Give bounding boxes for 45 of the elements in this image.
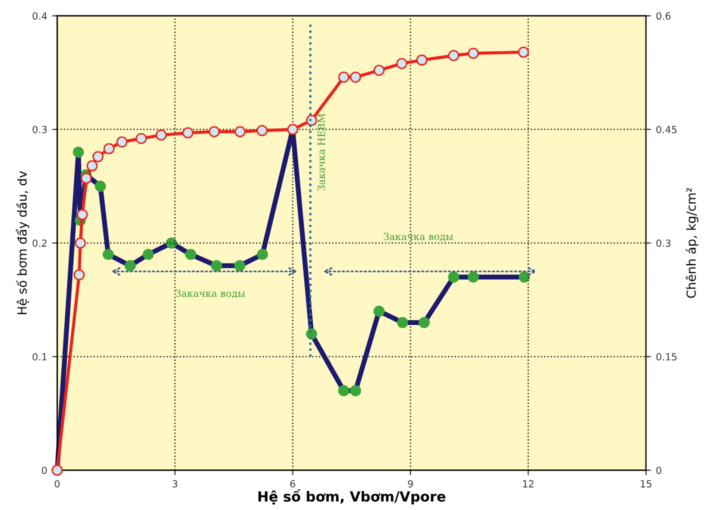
y-tick-label: 0.3 bbox=[32, 126, 47, 134]
point bbox=[518, 46, 530, 58]
y2-tick-label: 0.3 bbox=[656, 239, 670, 247]
y-tick-label: 0.1 bbox=[32, 353, 47, 360]
point bbox=[208, 126, 220, 138]
point bbox=[234, 126, 246, 138]
x-tick-label: 6 bbox=[290, 480, 296, 488]
y2-tick-label: 0 bbox=[656, 466, 662, 474]
x-axis-title: Hệ số bơm, Vbơm/Vpore bbox=[258, 489, 446, 504]
y2-axis-title: Chênh áp, kg/cm² bbox=[686, 188, 698, 298]
y2-tick-label: 0.6 bbox=[656, 12, 671, 20]
point bbox=[416, 54, 428, 66]
y2-tick-label: 0.15 bbox=[656, 353, 677, 360]
point bbox=[80, 172, 92, 184]
x-tick-label: 0 bbox=[54, 480, 60, 488]
point bbox=[350, 72, 362, 83]
point bbox=[74, 237, 86, 249]
point bbox=[448, 50, 460, 62]
x-tick-label: 15 bbox=[640, 480, 652, 488]
y-tick-label: 0 bbox=[42, 466, 47, 474]
point bbox=[338, 72, 350, 83]
x-tick-label: 3 bbox=[172, 480, 178, 488]
point bbox=[76, 209, 88, 220]
y-axis-title: Hệ số bơm đẩy dầu, dv bbox=[16, 171, 30, 314]
point bbox=[468, 48, 479, 59]
point bbox=[396, 58, 408, 70]
point bbox=[116, 136, 128, 148]
point bbox=[92, 151, 104, 162]
point bbox=[103, 143, 115, 154]
point bbox=[136, 132, 147, 144]
y-tick-label: 0.2 bbox=[32, 239, 46, 247]
point bbox=[156, 130, 167, 141]
point bbox=[306, 114, 318, 126]
point bbox=[256, 124, 268, 136]
point bbox=[74, 269, 85, 280]
point bbox=[86, 160, 98, 172]
y-tick-label: 0.4 bbox=[32, 12, 47, 20]
x-tick-label: 12 bbox=[523, 480, 534, 488]
x-tick-label: 9 bbox=[408, 480, 413, 488]
y2-tick-label: 0.45 bbox=[656, 126, 677, 134]
point bbox=[374, 64, 385, 76]
point bbox=[182, 127, 194, 138]
ref-line-label: Закачка НЕВМ bbox=[318, 114, 325, 190]
annotation: Закачка воды bbox=[384, 232, 454, 242]
annotation: Закачка воды bbox=[176, 290, 246, 298]
